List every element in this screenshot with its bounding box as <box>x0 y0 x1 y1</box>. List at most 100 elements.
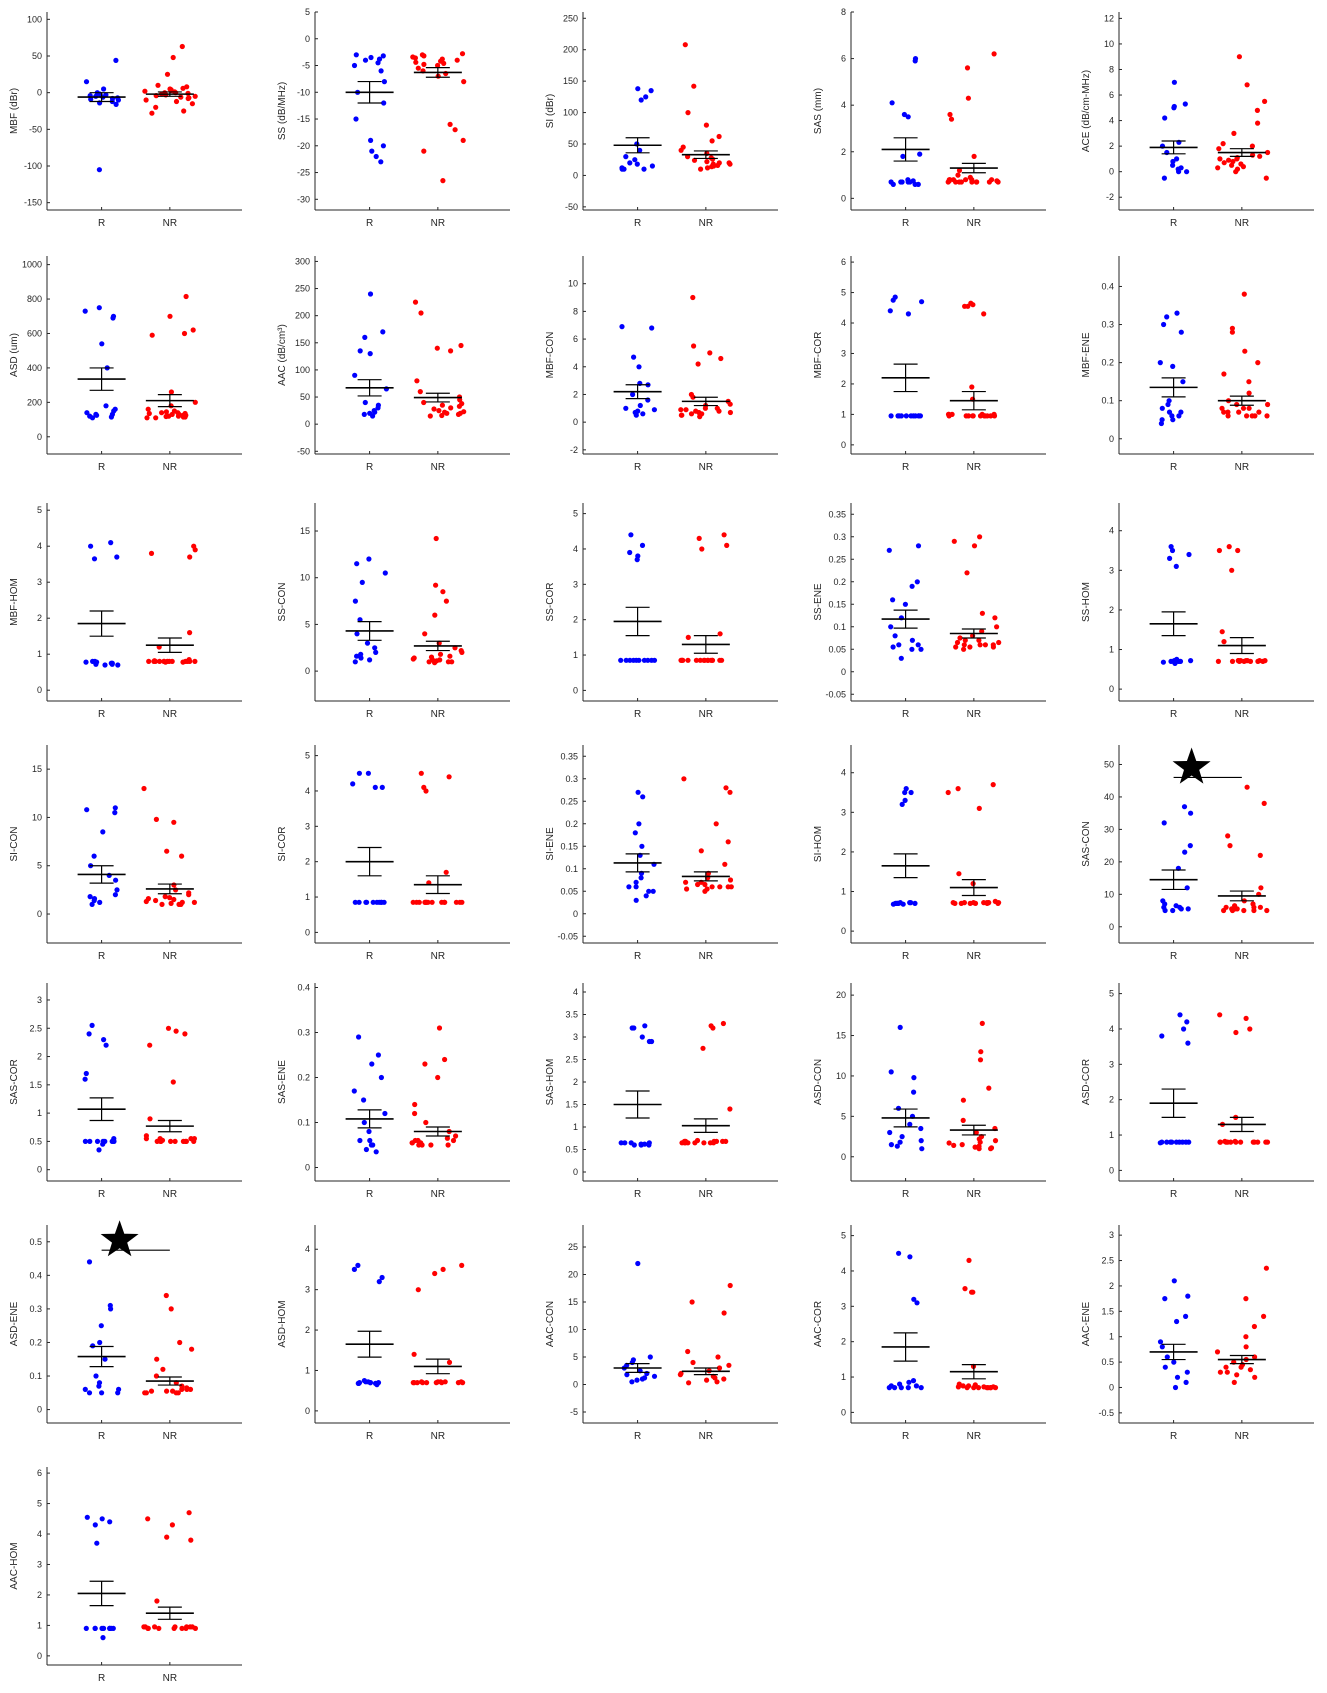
point-r <box>356 770 362 776</box>
point-r <box>352 899 358 905</box>
point-nr <box>995 179 1001 185</box>
y-tick-label: 3 <box>573 1032 578 1042</box>
point-nr <box>1220 141 1226 147</box>
y-tick-label: 10 <box>1104 39 1114 49</box>
y-tick-label: 200 <box>563 45 578 55</box>
point-nr <box>1215 658 1221 665</box>
point-nr <box>960 1117 966 1123</box>
point-r <box>1170 158 1176 165</box>
point-r <box>89 415 96 421</box>
point-nr <box>188 1537 194 1543</box>
y-tick-label: 3 <box>1109 1230 1114 1240</box>
point-nr <box>1225 833 1231 839</box>
point-nr <box>683 407 689 413</box>
point-nr <box>969 179 975 185</box>
point-nr <box>1238 1364 1244 1370</box>
point-r <box>1170 363 1176 369</box>
point-nr <box>189 1346 195 1352</box>
y-tick-label: 2 <box>305 1325 310 1335</box>
y-tick-label: 0.15 <box>560 841 578 851</box>
point-nr <box>712 1375 718 1381</box>
x-tick-label: NR <box>967 1431 981 1442</box>
x-tick-label: R <box>98 462 105 473</box>
point-nr <box>170 1079 176 1085</box>
point-nr <box>442 1056 448 1063</box>
point-r <box>907 1121 913 1127</box>
point-r <box>92 1522 98 1528</box>
y-axis-label: AAC-HOM <box>9 1542 20 1589</box>
point-r <box>895 900 901 907</box>
point-r <box>1159 1033 1165 1039</box>
y-tick-label: 4 <box>305 786 310 796</box>
point-nr <box>1264 413 1270 419</box>
point-nr <box>955 1384 962 1390</box>
point-nr <box>1255 120 1261 126</box>
point-nr <box>456 403 462 409</box>
point-nr <box>192 399 198 405</box>
point-nr <box>953 179 959 185</box>
point-nr <box>976 637 982 643</box>
point-r <box>888 1142 895 1148</box>
point-nr <box>432 612 438 618</box>
y-axis-label: AAC-CON <box>545 1301 556 1347</box>
point-nr <box>947 111 953 118</box>
y-tick-label: 0 <box>1109 167 1114 177</box>
panel-si-ene: -0.05 0 0.05 0.1 0.15 0.2 0.25 0.3 0.35 R NR SI-ENE <box>545 745 778 962</box>
y-axis-label: SAS-HOM <box>545 1059 556 1106</box>
point-nr <box>422 631 428 637</box>
point-nr <box>1262 98 1268 104</box>
point-r <box>354 653 360 659</box>
point-nr <box>173 887 179 893</box>
y-tick-label: 0.1 <box>29 1371 42 1381</box>
y-tick-label: 0 <box>37 1651 42 1661</box>
point-nr <box>708 657 714 663</box>
point-nr <box>963 177 969 183</box>
y-tick-label: 0.25 <box>560 796 578 806</box>
point-nr <box>1236 54 1242 60</box>
point-nr <box>448 348 454 354</box>
point-nr <box>690 1359 696 1366</box>
point-r <box>624 1372 630 1378</box>
point-nr <box>1221 409 1227 415</box>
point-nr <box>717 884 723 890</box>
x-tick-label: NR <box>699 709 713 720</box>
point-r <box>353 116 359 122</box>
point-r <box>97 899 103 906</box>
y-tick-label: 6 <box>573 334 578 344</box>
panel-ace-db-cm-mhz-: -2 0 2 4 6 8 10 12 R NR ACE (dB/cm-MHz) <box>1081 12 1314 229</box>
point-r <box>627 657 633 663</box>
y-tick-label: -150 <box>24 198 42 208</box>
point-nr <box>1244 413 1250 419</box>
point-nr <box>440 589 446 595</box>
x-tick-label: NR <box>1235 951 1249 962</box>
point-nr <box>157 658 163 665</box>
point-nr <box>441 60 447 66</box>
point-nr <box>988 1385 994 1391</box>
point-r <box>1166 409 1173 415</box>
y-axis-label: MBF-HOM <box>9 578 20 626</box>
y-tick-label: 0 <box>37 685 42 695</box>
point-nr <box>435 1074 441 1081</box>
y-axis-label: SAS-ENE <box>277 1060 288 1104</box>
point-nr <box>147 1042 153 1048</box>
point-nr <box>164 1388 170 1394</box>
point-r <box>374 899 380 905</box>
y-tick-label: 25 <box>568 1242 578 1252</box>
panel-aac-con: -5 0 5 10 15 20 25 R NR AAC-CON <box>545 1225 778 1442</box>
y-tick-label: 1 <box>37 1108 42 1118</box>
point-r <box>362 57 369 63</box>
point-r <box>115 1390 121 1396</box>
y-axis-label: SI-HOM <box>813 826 824 862</box>
y-tick-label: 0 <box>573 417 578 427</box>
point-nr <box>459 899 465 905</box>
point-nr <box>414 1380 420 1386</box>
point-r <box>1161 820 1167 826</box>
point-r <box>84 807 90 813</box>
point-nr <box>432 1270 438 1277</box>
point-r <box>369 1061 375 1067</box>
y-tick-label: 600 <box>27 328 42 338</box>
panel-si-hom: 0 1 2 3 4 R NR SI-HOM <box>813 745 1046 962</box>
point-nr <box>970 881 976 887</box>
point-nr <box>443 598 449 604</box>
point-r <box>886 1385 892 1391</box>
